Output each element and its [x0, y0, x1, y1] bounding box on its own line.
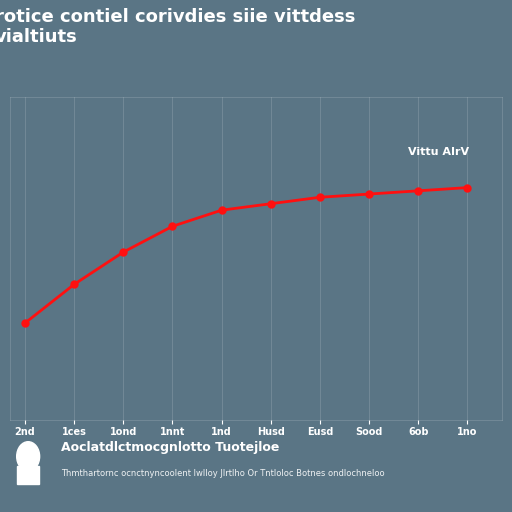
Text: rotice contiel corivdies siie vittdess
vialtiuts: rotice contiel corivdies siie vittdess v… [0, 8, 355, 47]
Text: Aoclatdlctmocgnlotto Tuotejloe: Aoclatdlctmocgnlotto Tuotejloe [61, 440, 280, 454]
Circle shape [17, 442, 39, 471]
Text: Vittu AIrV: Vittu AIrV [409, 147, 470, 157]
Bar [17, 466, 39, 484]
Text: Thmthartornc ocnctnyncoolent lwlloy Jlrtlho Or Tntloloc Botnes ondlochneloo: Thmthartornc ocnctnyncoolent lwlloy Jlrt… [61, 469, 385, 478]
